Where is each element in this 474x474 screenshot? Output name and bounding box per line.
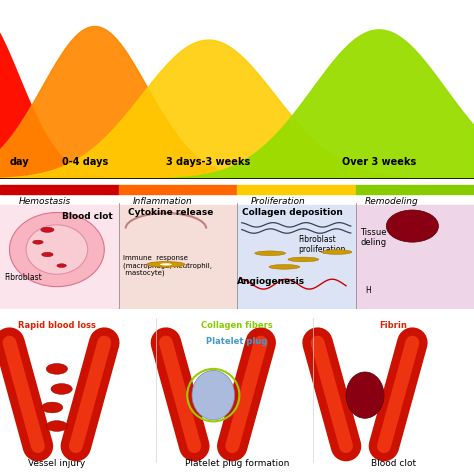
Ellipse shape [46,364,67,374]
Ellipse shape [255,251,285,255]
Text: Fibrin: Fibrin [380,321,407,330]
Ellipse shape [9,212,104,287]
Ellipse shape [192,370,235,420]
Text: Fibroblast
proliferation: Fibroblast proliferation [299,235,346,255]
Text: Collagen fibers: Collagen fibers [201,321,273,330]
Ellipse shape [321,250,352,255]
Text: Angiogenesis: Angiogenesis [237,277,305,286]
Text: Platelet plug formation: Platelet plug formation [185,458,289,467]
Bar [118,205,237,309]
Bar [237,185,356,194]
Ellipse shape [147,262,185,267]
Text: Rapid blood loss: Rapid blood loss [18,321,96,330]
Text: Tissue remo-
deling: Tissue remo- deling [360,228,414,247]
Ellipse shape [288,257,319,262]
Ellipse shape [160,263,172,265]
Bar [356,185,474,194]
Bar [237,205,356,309]
Text: Hemostasis: Hemostasis [19,197,71,206]
Text: Over 3 weeks: Over 3 weeks [342,157,416,167]
Text: Remodeling: Remodeling [365,197,419,206]
Ellipse shape [346,372,384,418]
Ellipse shape [51,383,72,394]
Ellipse shape [386,210,438,242]
Text: Blood clot: Blood clot [371,458,416,467]
Text: day: day [9,157,29,167]
Ellipse shape [33,240,43,244]
Text: Cytokine release: Cytokine release [128,208,213,217]
Text: Blood clot: Blood clot [62,212,112,221]
Text: Vessel injury: Vessel injury [28,458,85,467]
Text: 0-4 days: 0-4 days [62,157,109,167]
Text: Inflammation: Inflammation [133,197,192,206]
Ellipse shape [26,225,88,274]
Text: Collagen deposition: Collagen deposition [242,208,343,217]
Text: 3 days-3 weeks: 3 days-3 weeks [166,157,251,167]
Ellipse shape [42,252,53,257]
Text: Fibroblast: Fibroblast [5,273,43,283]
Ellipse shape [57,264,66,267]
Ellipse shape [41,227,54,232]
Bar [356,205,474,309]
Text: Proliferation: Proliferation [251,197,306,206]
Bar [118,185,237,194]
Text: Platelet plug: Platelet plug [206,337,268,346]
Text: Immune  response
(macrophage, neutrophil,
 mastocyte): Immune response (macrophage, neutrophil,… [123,255,212,276]
Ellipse shape [46,420,67,431]
Text: H: H [365,286,371,295]
Bar [0,185,118,194]
Bar [0,205,118,309]
Ellipse shape [269,264,300,269]
Ellipse shape [42,402,63,413]
